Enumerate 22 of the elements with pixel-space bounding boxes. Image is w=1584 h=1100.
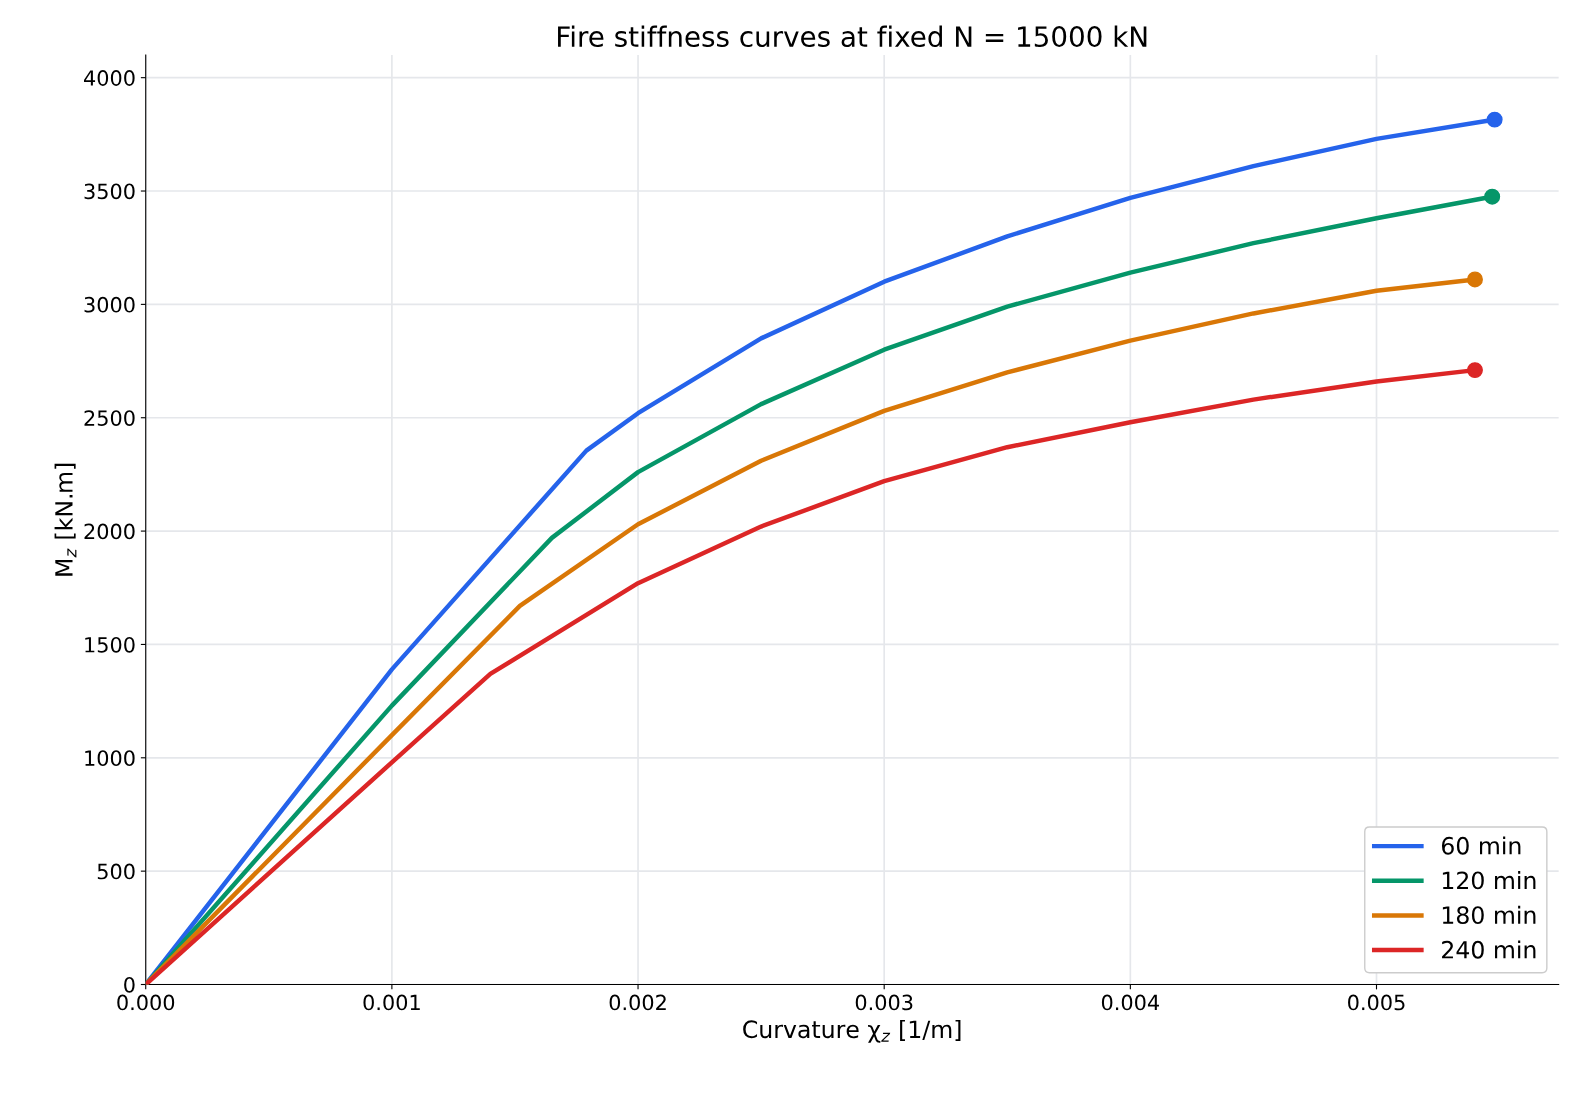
x-tick-label: 0.003 bbox=[855, 994, 913, 1011]
y-tick-label: 3500 bbox=[84, 183, 135, 200]
y-tick-label: 4000 bbox=[84, 70, 135, 86]
x-tick-label: 0.001 bbox=[363, 994, 420, 1011]
x-tick-label: 0.002 bbox=[609, 994, 666, 1011]
x-axis-title: Curvature χ$_{z}$ [1/m] bbox=[743, 1019, 961, 1043]
y-tick-label: 500 bbox=[97, 863, 135, 880]
y-tick-label: 1000 bbox=[85, 750, 135, 766]
legend-label: 180 min bbox=[1442, 905, 1536, 925]
y-tick-label: 2000 bbox=[84, 523, 135, 540]
y-tick-label: 1500 bbox=[85, 636, 135, 653]
chart-title: Fire stiffness curves at fixed N = 15000 kN bbox=[558, 25, 1147, 48]
y-tick-label: 0 bbox=[124, 976, 135, 993]
legend-label: 240 min bbox=[1442, 940, 1536, 959]
x-tick-label: 0.005 bbox=[1348, 994, 1405, 1011]
y-tick-label: 3000 bbox=[84, 296, 135, 313]
x-tick-label: 0.000 bbox=[117, 994, 175, 1011]
legend-label: 60 min bbox=[1441, 836, 1521, 855]
y-axis-title: M$_{z}$ [kN.m] bbox=[54, 463, 77, 576]
legend-label: 120 min bbox=[1442, 871, 1536, 890]
x-tick-label: 0.004 bbox=[1101, 994, 1159, 1011]
y-tick-label: 2500 bbox=[84, 410, 135, 426]
